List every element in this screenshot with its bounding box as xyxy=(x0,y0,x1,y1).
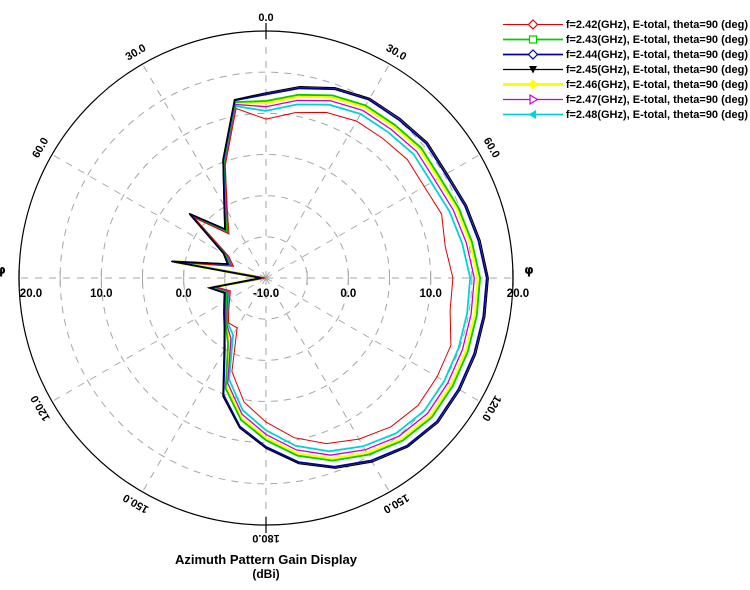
grid-spoke xyxy=(51,154,267,279)
legend-label: f=2.44(GHz), E-total, theta=90 (deg) xyxy=(565,48,748,61)
legend-marker-icon xyxy=(502,93,563,106)
trace-2.43 xyxy=(173,93,482,462)
grid-spoke xyxy=(51,277,267,402)
legend-marker-icon xyxy=(502,19,563,30)
legend-label: f=2.42(GHz), E-total, theta=90 (deg) xyxy=(565,18,748,31)
angle-label: 180.0 xyxy=(252,532,280,544)
radial-label: -10.0 xyxy=(253,288,279,300)
legend-item: f=2.46(GHz), E-total, theta=90 (deg) xyxy=(502,77,748,92)
angle-label: 60.0 xyxy=(30,136,51,161)
angle-label: 60.0 xyxy=(481,136,502,161)
legend-label: f=2.43(GHz), E-total, theta=90 (deg) xyxy=(565,33,748,46)
trace-2.45 xyxy=(170,85,489,469)
radial-label: 10.0 xyxy=(90,288,112,300)
legend-label: f=2.46(GHz), E-total, theta=90 (deg) xyxy=(565,78,748,91)
radial-label: 0.0 xyxy=(176,288,192,300)
grid-spoke xyxy=(265,154,481,279)
radial-label: 20.0 xyxy=(20,288,42,300)
legend-label: f=2.47(GHz), E-total, theta=90 (deg) xyxy=(565,93,748,106)
legend-label: f=2.45(GHz), E-total, theta=90 (deg) xyxy=(565,63,748,76)
legend-marker-icon xyxy=(502,49,563,60)
radial-label: 0.0 xyxy=(340,288,356,300)
legend: f=2.42(GHz), E-total, theta=90 (deg) f=2… xyxy=(502,17,748,122)
title-block: Azimuth Pattern Gain Display (dBi) xyxy=(0,552,532,581)
legend-item: f=2.42(GHz), E-total, theta=90 (deg) xyxy=(502,17,748,32)
legend-item: f=2.47(GHz), E-total, theta=90 (deg) xyxy=(502,92,748,107)
trace-2.42 xyxy=(177,107,454,445)
legend-label: f=2.48(GHz), E-total, theta=90 (deg) xyxy=(565,108,748,121)
phi-symbol-left: φ xyxy=(0,263,6,277)
chart-subtitle: (dBi) xyxy=(252,567,280,581)
legend-item: f=2.44(GHz), E-total, theta=90 (deg) xyxy=(502,47,748,62)
legend-marker-icon xyxy=(502,35,563,44)
radial-label: 20.0 xyxy=(507,288,529,300)
legend-item: f=2.43(GHz), E-total, theta=90 (deg) xyxy=(502,32,748,47)
chart-title: Azimuth Pattern Gain Display xyxy=(174,552,358,567)
grid-spoke xyxy=(142,63,267,279)
legend-marker-icon xyxy=(502,79,563,90)
phi-symbol-right: φ xyxy=(524,263,533,277)
legend-item: f=2.45(GHz), E-total, theta=90 (deg) xyxy=(502,62,748,77)
grid-spoke xyxy=(142,277,267,493)
angle-label: 0.0 xyxy=(258,12,273,24)
angle-label: 30.0 xyxy=(384,42,409,63)
legend-item: f=2.48(GHz), E-total, theta=90 (deg) xyxy=(502,107,748,122)
legend-marker-icon xyxy=(502,66,563,74)
angle-label: 30.0 xyxy=(124,42,149,63)
radial-label: 10.0 xyxy=(419,288,441,300)
trace-2.47 xyxy=(175,99,475,456)
legend-marker-icon xyxy=(502,110,563,119)
